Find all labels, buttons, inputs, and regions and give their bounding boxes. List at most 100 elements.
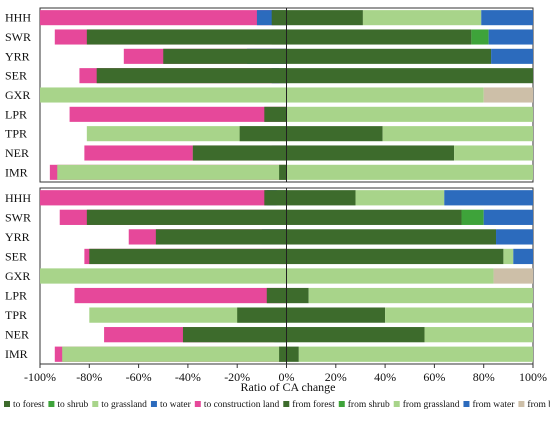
bar-lpr-to-forest	[264, 106, 287, 122]
bar-lpr-to-construction	[69, 106, 287, 122]
bar-ser-to-forest	[96, 68, 287, 84]
bar-gxr-from-barren	[483, 87, 533, 103]
legend-swatch	[283, 401, 290, 407]
category-label-swr: SWR	[5, 30, 31, 44]
x-tick-label: 80%	[473, 370, 495, 384]
bar-ner-to-forest	[192, 145, 287, 161]
bar-imr-to-grassland	[62, 346, 287, 362]
bar-ner-from-forest	[286, 327, 425, 343]
bar-swr-from-water	[483, 209, 533, 225]
bar-tpr-to-forest	[237, 307, 287, 323]
legend-item-from-forest: from forest	[283, 399, 335, 410]
category-label-ser: SER	[5, 69, 27, 83]
bar-ser-from-forest	[286, 248, 504, 265]
bar-imr-from-grassland	[286, 164, 533, 180]
legend-item-to-construction: to construction land	[194, 400, 280, 410]
bar-tpr-from-forest	[286, 126, 383, 142]
legend-swatch	[48, 401, 55, 407]
panel-1: HHH SWR YRR SER GXR LPR TPR NER IMR	[5, 7, 534, 183]
bar-gxr-to-grassland	[40, 87, 287, 103]
x-tick-label: 0%	[279, 370, 295, 384]
category-label-yrr: YRR	[5, 49, 30, 63]
legend-item-from-grassland: from grassland	[393, 399, 460, 410]
bar-hhh-from-forest	[286, 190, 356, 206]
x-axis-label: Ratio of CA change	[241, 380, 336, 394]
bar-yrr-from-water	[491, 48, 533, 64]
legend-item-to-forest: to forest	[4, 399, 45, 410]
legend-label: from forest	[292, 399, 335, 410]
legend-label: to shrub	[57, 400, 88, 410]
panel-2: HHH SWR YRR SER GXR LPR TPR NER IMR	[5, 187, 534, 365]
legend-swatch	[463, 401, 470, 407]
bar-imr-from-grassland	[298, 346, 533, 362]
bar-hhh-from-grassland	[355, 190, 445, 206]
legend-item-from-water: from water	[463, 399, 515, 410]
bar-swr-to-forest	[86, 29, 287, 45]
bar-hhh-to-construction	[40, 190, 287, 206]
category-label-lpr: LPR	[5, 289, 27, 303]
bar-gxr-to-grassland	[40, 268, 287, 284]
bar-ser-to-forest	[89, 248, 287, 265]
legend-swatch	[92, 401, 99, 407]
legend-swatch	[194, 401, 201, 407]
bar-yrr-from-forest	[286, 48, 492, 64]
legend-item-from-barren: from barren	[518, 399, 550, 410]
bar-hhh-from-forest	[286, 10, 363, 26]
category-label-yrr: YRR	[5, 230, 30, 244]
bar-yrr-from-forest	[286, 229, 497, 245]
bar-tpr-to-forest	[239, 126, 287, 142]
bar-tpr-from-grassland	[385, 307, 533, 323]
legend-label: from shrub	[348, 399, 390, 410]
bar-tpr-to-grassland	[86, 126, 287, 142]
bar-ser-from-water	[513, 248, 533, 265]
legend-swatch	[393, 401, 400, 407]
legend-item-from-shrub: from shrub	[338, 399, 390, 410]
bar-swr-to-forest	[86, 209, 287, 225]
x-tick-label: -80%	[76, 370, 102, 384]
bar-imr-from-forest	[286, 346, 299, 362]
bar-yrr-from-water	[496, 229, 533, 245]
bar-hhh-from-water	[481, 10, 533, 26]
bar-ner-from-grassland	[454, 145, 533, 161]
category-label-tpr: TPR	[5, 308, 27, 322]
x-tick-label: -20%	[224, 370, 250, 384]
category-label-ner: NER	[5, 146, 29, 160]
bar-ner-to-forest	[182, 327, 287, 343]
bar-lpr-from-grassland	[286, 106, 533, 122]
x-tick-label: -60%	[126, 370, 152, 384]
legend-item-to-grassland: to grassland	[92, 400, 147, 410]
bar-ner-from-grassland	[424, 327, 533, 343]
bar-tpr-from-grassland	[382, 126, 533, 142]
x-axis: -100% -80% -60% -40% -20% 0% 20% 40% 60% 80% 100%	[24, 364, 547, 384]
legend-swatch	[518, 401, 525, 407]
bar-lpr-from-forest	[286, 287, 309, 304]
bar-yrr-to-forest	[155, 229, 287, 245]
bar-swr-from-shrub	[471, 29, 489, 45]
bar-hhh-to-forest	[271, 10, 287, 26]
category-label-ser: SER	[5, 249, 27, 263]
x-tick-label: 100%	[519, 370, 547, 384]
legend-swatch	[150, 401, 157, 407]
bar-gxr-from-barren	[493, 268, 533, 284]
legend-label: to water	[160, 400, 192, 410]
category-label-imr: IMR	[5, 165, 28, 179]
legend-label: to forest	[13, 399, 45, 410]
bar-imr-to-grassland	[57, 164, 287, 180]
legend-item-to-shrub: to shrub	[48, 400, 89, 410]
category-label-gxr: GXR	[5, 269, 30, 283]
bar-lpr-from-grassland	[308, 287, 533, 304]
x-tick-label: 40%	[374, 370, 396, 384]
category-label-hhh: HHH	[5, 11, 31, 25]
legend-label: from water	[472, 399, 515, 410]
legend: to forest to shrub to grassland to water to …	[4, 399, 550, 410]
category-label-gxr: GXR	[5, 88, 30, 102]
bar-ner-from-forest	[286, 145, 455, 161]
bar-swr-from-forest	[286, 209, 462, 225]
bar-tpr-from-forest	[286, 307, 386, 323]
bar-hhh-to-construction	[40, 10, 287, 26]
bar-yrr-to-forest	[163, 48, 287, 64]
category-label-lpr: LPR	[5, 107, 27, 121]
bar-swr-from-water	[488, 29, 533, 45]
bar-hhh-to-forest	[264, 190, 287, 206]
